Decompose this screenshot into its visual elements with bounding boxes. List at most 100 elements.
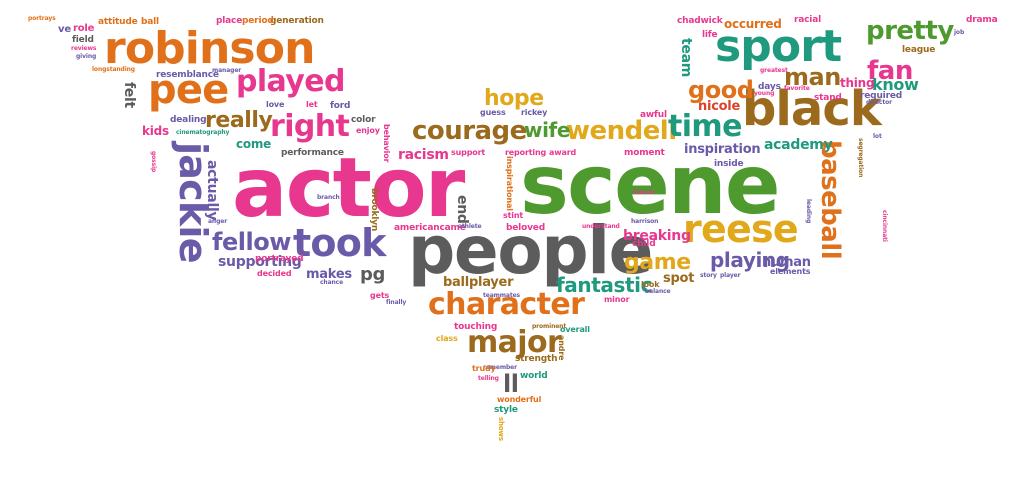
word-really: really [205,108,273,133]
word-let: let [306,100,318,109]
word-team: team [678,38,694,78]
word-director: director [866,99,892,106]
word-anger: anger [208,218,228,225]
word-teammates: teammates [483,292,520,299]
word-actually: actually [204,160,220,221]
word-scene: scene [520,138,780,233]
word-elements: elements [770,267,811,276]
word-performance: performance [281,148,344,158]
word-understand: understand [582,223,620,230]
word-ll: ll [503,370,519,398]
word-wendell: wendell [566,116,677,146]
word-story: story [700,272,717,279]
word-field: field [72,35,94,45]
word-major: major [467,325,562,360]
word-young: young [754,90,775,97]
word-ball: ball [141,17,159,27]
word-hope: hope [484,86,544,111]
word-athlete: athlete [458,223,482,230]
word-color: color [351,115,376,125]
word-human: human [762,255,811,270]
word-wonderful: wonderful [497,395,542,404]
word-fan: fan [867,56,913,86]
word-right: right [270,109,350,144]
word-academy: academy [764,137,833,153]
word-decided: decided [257,269,292,278]
word-reese: reese [683,207,799,251]
word-trudy: trudy [472,364,496,373]
word-wife: wife [524,118,570,142]
word-class: class [436,334,458,343]
word-played: played [236,64,345,99]
word-harrison: harrison [631,218,659,225]
word-love: love [266,100,285,109]
word-classic: classic [633,189,655,196]
word-robinson: robinson [104,23,315,74]
word-drama: drama [966,15,998,25]
word-time: time [668,109,742,144]
word-racial: racial [794,15,822,25]
word-fellow: fellow [212,228,291,256]
word-occurred: occurred [724,17,782,31]
word-stand: stand [814,93,842,103]
word-overall: overall [560,325,590,334]
word-ford: ford [330,101,351,111]
word-chance: chance [320,279,344,286]
word-sport: sport [715,21,842,72]
word-nicole: nicole [698,99,741,114]
word-portrays: portrays [28,15,56,22]
word-place: place [216,16,243,26]
word-reviews: reviews [71,45,97,52]
word-courage: courage [412,116,527,146]
word-life: life [702,30,718,40]
word-pretty: pretty [866,16,954,46]
word-shows: shows [497,417,505,441]
word-brooklyn: brooklyn [369,188,379,232]
word-longstanding: longstanding [92,66,135,73]
word-inspirational: inspirational [505,156,514,211]
word-strength: strength [515,354,558,364]
word-guess: guess [480,108,506,117]
word-generation: generation [270,16,324,26]
word-league: league [902,45,936,55]
word-giving: giving [76,53,97,60]
word-gossip: gossip [150,151,157,173]
word-style: style [494,405,518,415]
word-took: took [293,221,386,265]
word-period: period [242,16,274,26]
word-end: end [454,195,470,224]
word-andre: andre [557,335,566,361]
word-lot: lot [873,133,882,140]
word-people: people [408,212,653,289]
word-rickey: rickey [521,108,548,117]
word-telling: telling [478,375,499,382]
word-prominent: prominent [532,323,567,330]
word-segregation: segregation [857,138,864,178]
word-attitude: attitude [98,17,138,27]
word-breaking: breaking [623,228,691,244]
word-racism: racism [398,147,449,163]
word-dealing: dealing [170,115,207,125]
word-chadwick: chadwick [677,16,723,26]
word-pee: pee [148,67,229,113]
word-player: player [720,272,741,279]
word-game: game [624,250,691,275]
word-supporting: supporting [218,254,302,270]
word-child: child [632,239,656,249]
word-favorite: favorite [784,85,810,92]
word-fantastic: fantastic [556,273,653,297]
word-minor: minor [604,295,630,304]
word-look: look [641,280,660,289]
word-beloved: beloved [506,223,545,233]
word-branch: branch [317,194,340,201]
word-awful: awful [640,110,667,120]
word-character: character [428,287,585,322]
word-leading: leading [805,199,812,224]
word-black: black [742,81,882,137]
word-enjoy: enjoy [356,126,380,135]
word-award: award [549,148,577,157]
word-cincinnati: cincinnati [881,210,888,242]
word-inspiration: inspiration [684,142,761,157]
word-finally: finally [386,299,407,306]
